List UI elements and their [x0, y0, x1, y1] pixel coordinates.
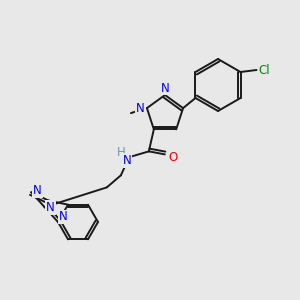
Text: Cl: Cl [259, 64, 270, 76]
Text: N: N [46, 201, 55, 214]
Text: H: H [116, 146, 125, 159]
Text: O: O [168, 151, 178, 164]
Text: N: N [122, 154, 131, 167]
Text: N: N [136, 102, 144, 115]
Text: N: N [58, 211, 68, 224]
Text: N: N [33, 184, 42, 197]
Text: N: N [160, 82, 169, 94]
